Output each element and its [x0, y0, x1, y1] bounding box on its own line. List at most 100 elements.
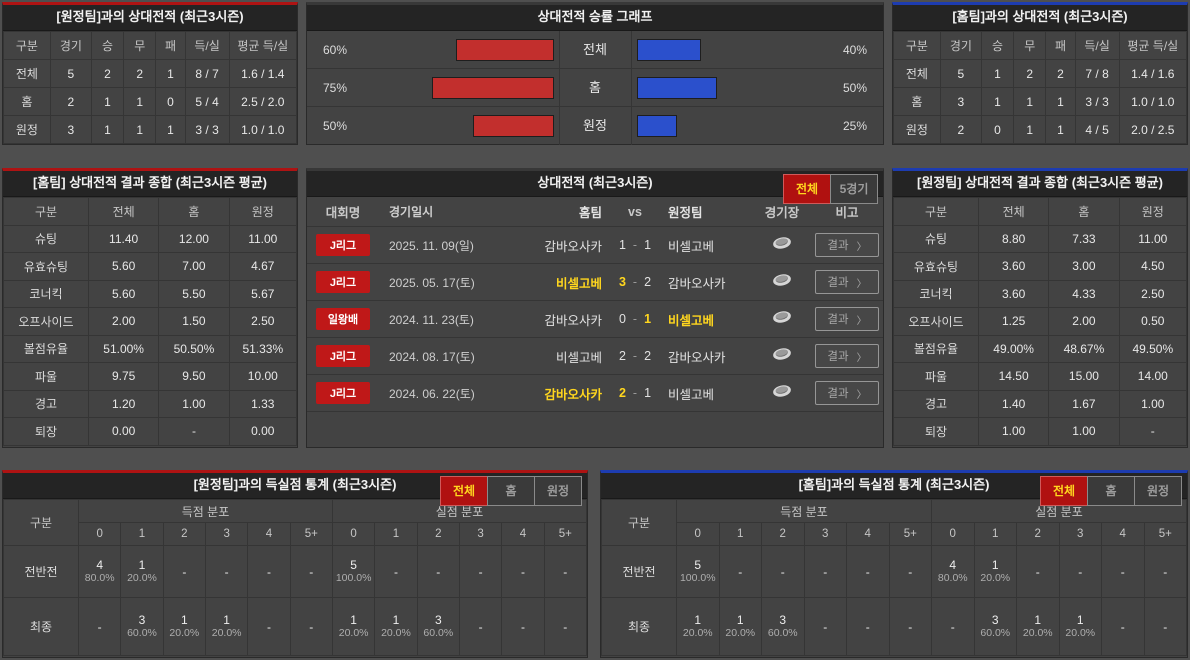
dist-cell: 1 20.0% — [1016, 597, 1060, 656]
stat-cell: 51.33% — [228, 334, 298, 363]
table-row: 파울 9.75 9.50 10.00 — [3, 362, 298, 391]
graph-row: 75% 홈 50% — [307, 69, 883, 107]
stadium-icon[interactable] — [771, 308, 793, 326]
match-row: J리그 2025. 11. 09(일) 감바오사카 1-1 비셀고베 결과 〉 — [307, 227, 883, 264]
row-label: 홈 — [3, 87, 51, 116]
match-score: 비셀고베 2-2 감바오사카 — [517, 347, 753, 366]
stat-cell: 1 — [155, 59, 186, 88]
stat-cell: 3 / 3 — [184, 115, 230, 144]
match-date: 2025. 05. 17(토) — [389, 275, 475, 290]
stat-cell: 49.00% — [977, 334, 1050, 363]
match-score: 비셀고베 3-2 감바오사카 — [517, 273, 753, 292]
tab-home[interactable]: 홈 — [1087, 476, 1135, 506]
tab-away[interactable]: 원정 — [1134, 476, 1182, 506]
panel-h2h-vs-away: [원정팀]과의 상대전적 (최근3시즌) 구분 경기 승 무 패 득/실 평균 … — [2, 2, 298, 145]
result-button[interactable]: 결과 〉 — [815, 307, 879, 331]
dist-cell: 3 60.0% — [120, 597, 164, 656]
panel-goals-vs-away: [원정팀]과의 득실점 통계 (최근3시즌) 전체 홈 원정 구분 득점 분포 … — [2, 470, 588, 658]
table-row: 최종 1 20.0% 1 20.0% 3 60.0% - - - - 3 60.0% 1… — [601, 597, 1187, 656]
right-percent-label: 25% — [842, 119, 868, 133]
home-team-name: 감바오사카 — [544, 239, 602, 254]
stadium-icon[interactable] — [771, 345, 793, 363]
goals-away-table: 구분 득점 분포 실점 분포 0 1 2 3 4 5+ 0 1 2 3 4 5+ 전반전 4 80.0… — [3, 499, 588, 656]
tab-all[interactable]: 전체 — [1040, 476, 1088, 506]
dist-cell: - — [501, 597, 545, 656]
away-score: 1 — [644, 386, 652, 400]
table-row: 원정 2 0 1 1 4 / 5 2.0 / 2.5 — [893, 115, 1188, 144]
dist-cell: - — [374, 545, 418, 598]
stat-cell: 11.00 — [1118, 224, 1188, 253]
table-row: 전체 5 1 2 2 7 / 8 1.4 / 1.6 — [893, 59, 1188, 88]
panel-title: 상대전적 승률 그래프 — [307, 5, 883, 31]
dist-cell: - — [247, 597, 291, 656]
row-label: 유효슈팅 — [893, 252, 979, 281]
table-row: 볼점유율 51.00% 50.50% 51.33% — [3, 334, 298, 363]
col-header: 2 — [162, 522, 206, 546]
result-button[interactable]: 결과 〉 — [815, 270, 879, 294]
col-header: 경기 — [49, 31, 92, 60]
stat-cell: 2.50 — [1118, 279, 1188, 308]
stadium-icon[interactable] — [771, 271, 793, 289]
dist-cell: - — [501, 545, 545, 598]
stadium-icon[interactable] — [771, 234, 793, 252]
stat-cell: 1.00 — [1118, 389, 1188, 418]
result-button[interactable]: 결과 〉 — [815, 344, 879, 368]
dist-cell: - — [846, 545, 890, 598]
stat-cell: 51.00% — [87, 334, 160, 363]
bar-track-right — [632, 69, 828, 106]
league-badge: 일왕배 — [316, 308, 370, 330]
tab-away[interactable]: 원정 — [534, 476, 582, 506]
table-row: 오프사이드 2.00 1.50 2.50 — [3, 307, 298, 336]
stat-cell: 7 / 8 — [1074, 59, 1120, 88]
col-header: 1 — [374, 522, 418, 546]
bar-track-left — [363, 69, 560, 106]
col-header: 득/실 — [1074, 31, 1120, 60]
stat-cell: 2.0 / 2.5 — [1118, 115, 1188, 144]
match-score: 감바오사카 0-1 비셀고베 — [517, 310, 753, 329]
table-row: 슈팅 11.40 12.00 11.00 — [3, 224, 298, 253]
tab-all[interactable]: 전체 — [440, 476, 488, 506]
row-label: 파울 — [3, 362, 89, 391]
col-header: 무 — [123, 31, 157, 60]
col-header: 전체 — [977, 197, 1050, 226]
col-header: 4 — [846, 522, 890, 546]
bar-track-right — [632, 107, 828, 145]
dist-cell: - — [416, 545, 460, 598]
stat-cell: 2.00 — [87, 307, 160, 336]
row-label: 경고 — [893, 389, 979, 418]
stat-cell: 1 — [980, 59, 1015, 88]
stat-cell: 48.67% — [1048, 334, 1120, 363]
dist-cell: 1 20.0% — [331, 597, 376, 656]
col-header: 1 — [718, 522, 762, 546]
stat-cell: 1.67 — [1048, 389, 1120, 418]
table-group-header-row: 구분 득점 분포 실점 분포 — [601, 499, 1187, 546]
col-header: 0 — [331, 522, 376, 546]
panel-winrate-graph: 상대전적 승률 그래프 60% 전체 40% 75% 홈 50% 50% 원정 … — [306, 2, 884, 145]
row-label: 최종 — [3, 597, 79, 656]
panel-title: [홈팀]과의 상대전적 (최근3시즌) — [893, 5, 1187, 31]
table-row: 코너킥 3.60 4.33 2.50 — [893, 279, 1188, 308]
stadium-icon[interactable] — [771, 382, 793, 400]
stat-cell: 2.50 — [228, 307, 298, 336]
dist-cell: - — [846, 597, 890, 656]
graph-row-label: 홈 — [560, 69, 632, 106]
graph-row: 50% 원정 25% — [307, 107, 883, 145]
row-label: 퇴장 — [3, 417, 89, 446]
col-header-match: 홈팀 vs 원정팀 — [517, 202, 753, 221]
stat-cell: 3 — [939, 87, 982, 116]
col-header: 5+ — [543, 522, 588, 546]
tab-all[interactable]: 전체 — [783, 174, 831, 204]
league-badge: J리그 — [316, 234, 370, 256]
stat-cell: 1 — [90, 87, 125, 116]
result-button[interactable]: 결과 〉 — [815, 381, 879, 405]
dist-cell: - — [718, 545, 762, 598]
tab-home[interactable]: 홈 — [487, 476, 535, 506]
dist-cell: - — [543, 597, 588, 656]
result-button[interactable]: 결과 〉 — [815, 233, 879, 257]
stat-cell: 1 — [155, 115, 186, 144]
away-team-name: 비셀고베 — [668, 387, 715, 402]
row-label: 홈 — [893, 87, 941, 116]
stat-cell: 2 — [1045, 59, 1076, 88]
tab-last5[interactable]: 5경기 — [830, 174, 878, 204]
away-winrate-bar — [636, 115, 677, 137]
